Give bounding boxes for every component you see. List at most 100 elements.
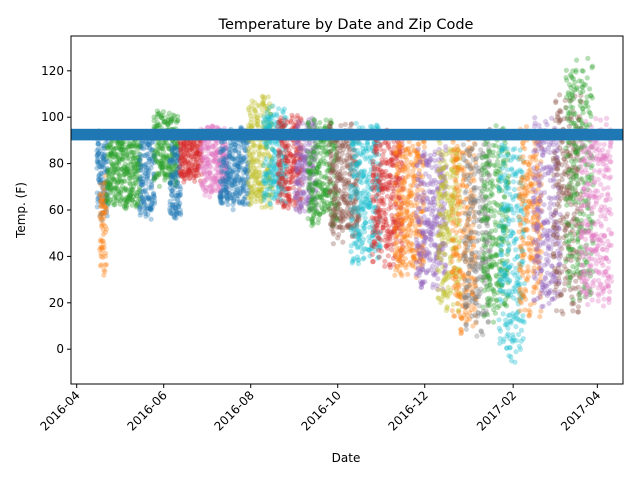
data-point xyxy=(125,188,132,194)
data-point xyxy=(144,151,150,157)
data-point xyxy=(112,152,118,158)
data-point xyxy=(108,179,114,185)
data-point xyxy=(455,300,461,306)
data-point xyxy=(101,245,107,251)
data-point xyxy=(130,149,136,155)
data-point xyxy=(105,145,111,151)
data-point xyxy=(126,195,132,201)
data-point xyxy=(138,140,144,146)
data-point xyxy=(127,169,133,176)
data-point xyxy=(137,157,143,163)
data-point xyxy=(121,172,127,178)
data-point xyxy=(372,182,378,188)
data-point xyxy=(178,212,184,218)
data-point xyxy=(146,197,153,203)
data-point xyxy=(138,181,144,187)
data-point xyxy=(153,158,159,164)
data-point xyxy=(103,193,109,199)
data-point xyxy=(98,174,104,180)
data-point xyxy=(417,206,423,212)
data-point xyxy=(111,202,117,208)
data-point xyxy=(108,140,114,147)
data-point xyxy=(146,205,153,211)
data-point xyxy=(128,166,135,172)
data-point xyxy=(451,237,457,243)
data-point xyxy=(98,199,104,205)
data-point xyxy=(101,267,107,273)
data-point xyxy=(138,192,144,198)
data-point xyxy=(142,188,148,194)
data-point xyxy=(134,189,140,195)
data-point xyxy=(160,112,166,119)
data-point xyxy=(143,213,149,219)
data-point xyxy=(154,123,160,129)
data-point xyxy=(471,178,477,184)
data-point xyxy=(163,139,169,145)
data-point xyxy=(125,139,131,146)
data-point xyxy=(146,142,152,149)
data-point xyxy=(357,160,363,166)
data-point xyxy=(118,178,125,184)
data-point xyxy=(115,140,121,146)
data-point xyxy=(102,197,108,203)
data-point xyxy=(159,164,166,170)
data-point xyxy=(136,156,142,162)
data-point xyxy=(143,195,149,201)
data-point xyxy=(150,191,156,197)
data-point xyxy=(138,202,144,208)
data-point xyxy=(109,175,116,181)
data-point xyxy=(108,160,114,166)
data-point xyxy=(157,151,163,157)
data-point xyxy=(107,151,113,157)
data-point xyxy=(115,179,122,185)
data-point xyxy=(105,201,111,207)
data-point xyxy=(98,215,104,221)
data-point xyxy=(159,164,165,170)
data-point xyxy=(95,199,101,205)
data-point xyxy=(138,163,144,170)
data-point xyxy=(161,120,167,126)
data-point xyxy=(118,197,124,203)
data-point xyxy=(102,262,108,268)
data-point xyxy=(104,197,110,203)
data-point xyxy=(137,175,143,181)
data-point xyxy=(444,305,450,311)
data-point xyxy=(145,172,151,178)
data-point xyxy=(131,164,137,170)
data-point xyxy=(136,164,142,170)
data-point xyxy=(420,199,426,205)
data-point xyxy=(397,144,403,150)
data-point xyxy=(118,186,124,192)
data-point xyxy=(105,185,111,191)
data-point xyxy=(267,200,273,206)
data-point xyxy=(453,223,459,229)
data-point xyxy=(116,155,122,161)
data-point xyxy=(133,142,139,149)
data-point xyxy=(116,161,122,167)
data-point xyxy=(108,181,114,187)
data-point xyxy=(207,194,213,200)
data-point xyxy=(154,174,160,180)
data-point xyxy=(453,274,459,280)
data-point xyxy=(104,154,110,160)
data-point xyxy=(137,207,143,213)
data-point xyxy=(139,189,145,195)
data-point xyxy=(106,181,112,187)
data-point xyxy=(121,164,127,170)
data-point xyxy=(134,190,141,196)
data-point xyxy=(104,178,110,184)
data-point xyxy=(149,200,156,206)
data-point xyxy=(157,145,163,151)
data-point xyxy=(101,272,107,278)
data-point xyxy=(160,153,166,160)
data-point xyxy=(117,201,123,207)
data-point xyxy=(147,141,153,147)
data-point xyxy=(349,216,355,222)
data-point xyxy=(146,159,152,165)
data-point xyxy=(138,209,144,216)
data-point xyxy=(405,166,411,172)
data-point xyxy=(103,140,109,146)
data-point xyxy=(156,170,162,176)
data-point xyxy=(128,185,134,191)
data-point xyxy=(186,175,192,182)
